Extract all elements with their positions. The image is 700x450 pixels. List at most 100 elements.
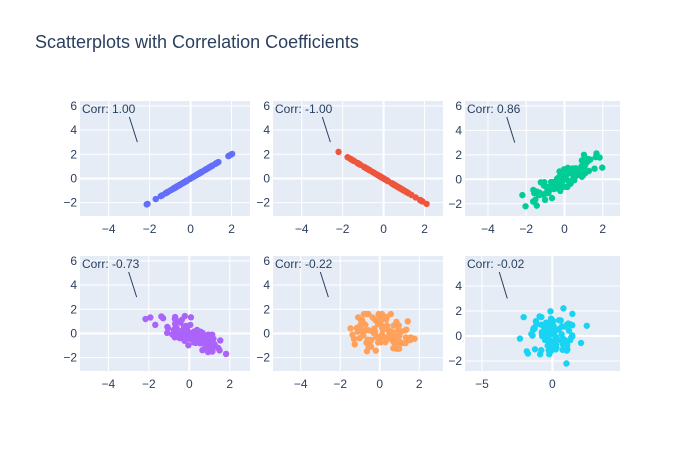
subplot-6: −5 0 −2 0 2 4 Corr: -0.02 bbox=[448, 256, 620, 391]
scatter-point bbox=[147, 314, 154, 321]
scatter-point bbox=[548, 194, 556, 202]
scatter-point bbox=[569, 310, 576, 318]
scatter-point bbox=[578, 163, 585, 170]
scatter-point bbox=[541, 179, 548, 186]
scatter-point bbox=[538, 347, 545, 354]
y-tick-label: 4 bbox=[455, 279, 462, 293]
scatter-point bbox=[564, 346, 571, 353]
scatter-point bbox=[560, 305, 567, 312]
scatter-point bbox=[362, 310, 370, 318]
scatter-point bbox=[520, 313, 527, 321]
scatter-point bbox=[541, 196, 549, 204]
scatter-point bbox=[423, 200, 430, 208]
y-tick-label: 6 bbox=[70, 99, 77, 113]
scatter-point bbox=[555, 325, 563, 333]
y-tick-label: 2 bbox=[70, 302, 77, 316]
scatter-point bbox=[157, 192, 164, 200]
y-tick-label: 6 bbox=[70, 254, 77, 268]
y-tick-label: −2 bbox=[63, 351, 77, 365]
x-tick-label: 2 bbox=[599, 222, 606, 236]
scatter-point bbox=[377, 318, 384, 325]
scatter-point bbox=[181, 312, 188, 320]
x-tick-label: 2 bbox=[416, 377, 423, 391]
scatter-point bbox=[378, 310, 386, 318]
scatter-point bbox=[558, 331, 565, 338]
scatter-point bbox=[356, 324, 364, 331]
x-tick-label: −4 bbox=[101, 377, 115, 391]
scatter-point bbox=[393, 318, 400, 326]
x-tick-label: −4 bbox=[102, 222, 116, 236]
scatter-point bbox=[561, 323, 568, 330]
y-tick-label: 0 bbox=[263, 171, 270, 185]
scatter-point bbox=[591, 165, 598, 172]
scatter-point bbox=[549, 317, 557, 325]
x-tick-label: −4 bbox=[295, 222, 309, 236]
y-tick-label: 6 bbox=[455, 99, 462, 113]
correlation-annotation: Corr: -0.22 bbox=[275, 257, 333, 271]
x-tick-label: 0 bbox=[186, 377, 193, 391]
scatter-point bbox=[187, 314, 195, 321]
scatter-point bbox=[564, 183, 571, 191]
scatter-point bbox=[369, 314, 376, 321]
scatter-point bbox=[199, 329, 206, 337]
scatter-point bbox=[542, 319, 550, 326]
scatter-point bbox=[566, 336, 574, 344]
scatter-point bbox=[197, 340, 204, 347]
plot-background bbox=[80, 101, 250, 216]
scatter-point bbox=[357, 317, 365, 324]
scatter-point bbox=[212, 160, 219, 167]
scatter-point bbox=[372, 347, 379, 354]
scatter-point bbox=[407, 336, 414, 344]
scatter-point bbox=[547, 308, 554, 315]
y-tick-label: −2 bbox=[63, 196, 77, 210]
x-tick-label: −2 bbox=[142, 377, 156, 391]
scatter-point bbox=[544, 183, 552, 191]
scatter-point bbox=[580, 151, 588, 159]
scatter-point bbox=[393, 345, 401, 352]
scatter-point bbox=[382, 316, 390, 323]
scatter-point bbox=[374, 339, 382, 346]
scatter-point bbox=[186, 335, 194, 343]
y-tick-label: 2 bbox=[263, 302, 270, 316]
scatter-point bbox=[362, 321, 369, 329]
annotation-arrow bbox=[498, 271, 508, 299]
correlation-annotation: Corr: -0.73 bbox=[82, 257, 140, 271]
scatter-point bbox=[217, 337, 224, 344]
scatter-point bbox=[190, 328, 198, 335]
subplot-5: −4 −2 0 2 −2 0 2 4 6 Corr: -0.22 bbox=[256, 254, 443, 391]
y-tick-label: −2 bbox=[448, 354, 462, 368]
scatter-point bbox=[533, 202, 540, 209]
scatter-point bbox=[555, 317, 563, 324]
scatter-point bbox=[392, 182, 399, 189]
scatter-point bbox=[347, 325, 354, 332]
y-tick-label: 2 bbox=[70, 147, 77, 161]
scatter-point bbox=[592, 153, 599, 161]
y-tick-label: 4 bbox=[70, 123, 77, 137]
y-tick-label: −2 bbox=[256, 351, 270, 365]
y-tick-label: 4 bbox=[455, 123, 462, 137]
scatter-point bbox=[360, 332, 367, 339]
scatter-point bbox=[385, 327, 392, 334]
scatter-point bbox=[202, 343, 209, 351]
scatter-point bbox=[555, 174, 562, 181]
y-tick-label: 0 bbox=[455, 172, 462, 186]
scatter-point bbox=[529, 332, 536, 339]
scatter-point bbox=[222, 350, 230, 358]
scatter-point bbox=[523, 348, 530, 355]
scatter-point bbox=[578, 173, 586, 180]
y-tick-label: 2 bbox=[263, 147, 270, 161]
y-tick-label: 4 bbox=[263, 278, 270, 292]
subplot-2: −4 −2 0 2 −2 0 2 4 6 Corr: -1.00 bbox=[256, 99, 443, 236]
scatter-point bbox=[404, 318, 411, 325]
scatter-point bbox=[378, 173, 385, 181]
y-tick-label: 0 bbox=[70, 171, 77, 185]
scatter-point bbox=[559, 346, 566, 353]
subplot-4: −4 −2 0 2 −2 0 2 4 6 Corr: -0.73 bbox=[63, 254, 250, 391]
x-tick-label: −5 bbox=[475, 377, 489, 391]
scatter-point bbox=[158, 313, 165, 320]
y-tick-label: −2 bbox=[448, 197, 462, 211]
scatter-point bbox=[416, 196, 424, 204]
scatter-point bbox=[565, 327, 573, 334]
